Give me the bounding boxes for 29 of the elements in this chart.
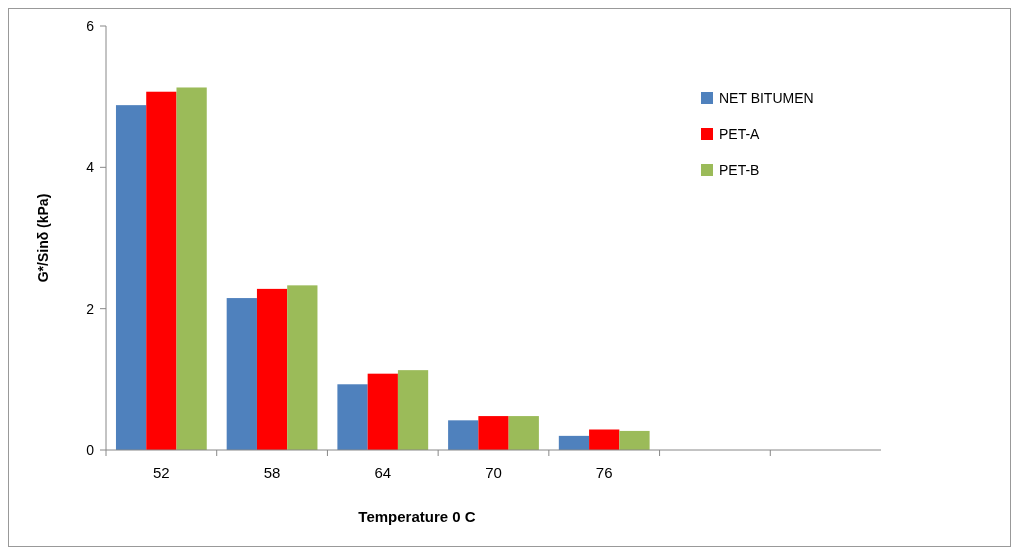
y-axis-title: G*/Sinδ (kPa) <box>35 193 51 283</box>
bar <box>558 435 590 450</box>
bar <box>478 416 509 450</box>
bar <box>397 370 429 450</box>
y-tick-label: 6 <box>86 17 95 34</box>
y-tick-label: 4 <box>86 159 95 176</box>
bar <box>256 288 288 450</box>
bar <box>367 373 398 450</box>
bar <box>508 416 539 450</box>
bar <box>448 420 479 450</box>
bar <box>589 429 620 450</box>
x-tick-label: 64 <box>374 464 392 481</box>
bar <box>226 298 257 450</box>
x-axis-title: Temperature 0 C <box>358 508 476 525</box>
y-tick-label: 2 <box>86 300 95 317</box>
bar <box>287 285 318 450</box>
legend-label: PET-A <box>719 125 761 142</box>
legend-label: NET BITUMEN <box>719 89 814 106</box>
x-tick-label: 76 <box>595 464 613 481</box>
bar <box>176 87 207 450</box>
x-tick-label: 52 <box>153 464 170 481</box>
y-tick-label: 0 <box>86 441 95 458</box>
bar <box>146 91 177 450</box>
bar <box>337 384 368 450</box>
legend-label: PET-B <box>719 161 760 178</box>
bar <box>115 105 147 450</box>
x-tick-label: 70 <box>485 464 502 481</box>
bar <box>619 430 650 450</box>
x-tick-label: 58 <box>263 464 281 481</box>
